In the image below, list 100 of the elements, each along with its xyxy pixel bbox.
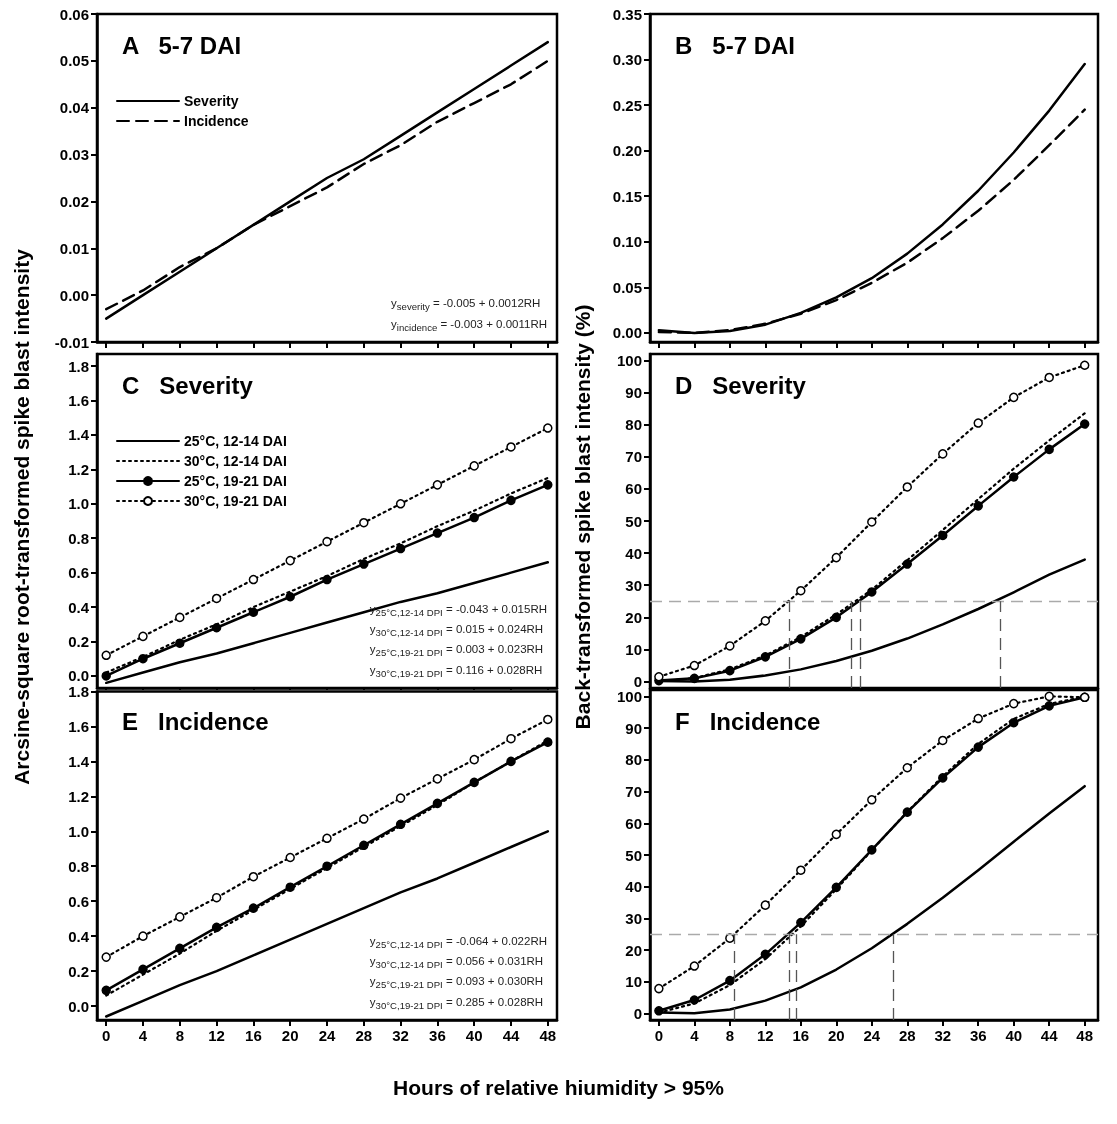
x-tick-label: 4 [690,1027,700,1044]
point [138,964,148,975]
point [938,530,948,541]
y-tick-label: 0.04 [59,99,90,117]
point [831,612,842,623]
y-tick-label: 0.02 [59,192,89,210]
point [211,892,222,903]
point [359,840,369,851]
y-tick-label: 1.0 [68,822,89,840]
y-tick-label: 60 [625,814,642,832]
point [506,733,516,744]
y-tick-label: 90 [625,719,642,737]
point [902,559,913,569]
point [175,912,185,922]
y-tick-label: 0.0 [68,997,89,1015]
point [506,495,516,506]
point [506,756,516,767]
x-tick-label: 28 [355,1027,373,1044]
point [902,762,913,773]
x-tick-label: 48 [1076,1027,1094,1044]
point [285,592,295,602]
annotation: y$_{30°C,12-14 DPI}$ = 0.056 + 0.031RH [369,954,545,973]
point [1044,444,1054,455]
y-tick-label: 90 [625,384,642,402]
point [543,737,553,747]
point [248,871,259,882]
y-tick-label: 0.00 [59,286,89,304]
point [1044,372,1054,383]
point [469,754,479,765]
point [211,622,222,633]
x-tick-label: 12 [208,1027,225,1044]
point [831,552,842,563]
point [322,536,332,547]
point [902,482,913,492]
y-tick-label: 0.6 [68,564,89,582]
point [211,922,222,933]
point [138,653,148,664]
y-tick-label: 0.30 [612,51,642,69]
point [543,714,553,725]
point [138,931,148,941]
point [1008,472,1019,482]
y-tick-label: 100 [616,351,642,369]
y-tick-label: 0.05 [612,278,642,296]
y-tick-label: 0.06 [59,5,89,23]
point [973,742,983,752]
y-tick-label: 0.05 [59,52,89,70]
x-tick-label: 24 [318,1027,336,1044]
legend-label: 25°C, 19-21 DAI [184,473,287,489]
text: A 5-7 DAI [122,31,242,59]
point [285,882,295,892]
point [689,660,700,671]
point [973,713,983,724]
x-tick-label: 8 [175,1027,184,1044]
y-tick-label: 0.15 [612,187,642,205]
y-tick-label: 0.25 [612,96,642,114]
y-tick-label: 0.0 [68,667,89,685]
point [322,574,332,585]
point [285,555,295,566]
x-tick-label: 40 [465,1027,483,1044]
legend-label: Incidence [184,113,249,129]
annotation: y$_{25°C,19-21 DPI}$ = 0.093 + 0.030RH [369,974,545,993]
x-tick-label: 20 [827,1027,845,1044]
y-tick-label: 0.4 [68,927,90,945]
y-tick-label: 1.8 [68,357,89,375]
y-tick-label: 1.4 [68,426,90,444]
point [543,480,553,490]
text: F Incidence [675,707,821,735]
point [101,985,111,996]
point [506,442,516,452]
x-tick-label: 24 [863,1027,881,1044]
point [285,852,295,863]
y-tick-label: -0.01 [54,333,89,351]
point [654,983,664,994]
point [248,574,259,585]
point [1008,717,1019,728]
point [395,793,406,803]
x-tick-label: 48 [539,1027,557,1044]
point [101,650,111,661]
y-tick-label: 0.4 [68,598,90,616]
y-tick-label: 0.03 [59,146,89,164]
y-tick-label: 10 [625,640,642,658]
point [796,865,806,875]
y-tick-label: 1.6 [68,391,89,409]
point [725,975,735,986]
point [1044,701,1054,711]
point [796,585,806,596]
annotation: y$_{incidence}$ = -0.003 + 0.0011RH [391,316,547,335]
point [175,638,185,648]
point [248,607,259,617]
point [938,773,948,783]
y-tick-label: 50 [625,512,642,530]
point [543,423,553,433]
x-tick-label: 0 [102,1027,111,1044]
y-tick-label: 80 [625,416,642,434]
point [469,777,479,788]
annotation: y$_{severity}$ = -0.005 + 0.0012RH [391,296,542,315]
point [322,861,332,871]
annotation: y$_{30°C,19-21 DPI}$ = 0.285 + 0.028RH [369,994,545,1013]
x-tick-label: 40 [1005,1027,1023,1044]
point [322,833,332,844]
